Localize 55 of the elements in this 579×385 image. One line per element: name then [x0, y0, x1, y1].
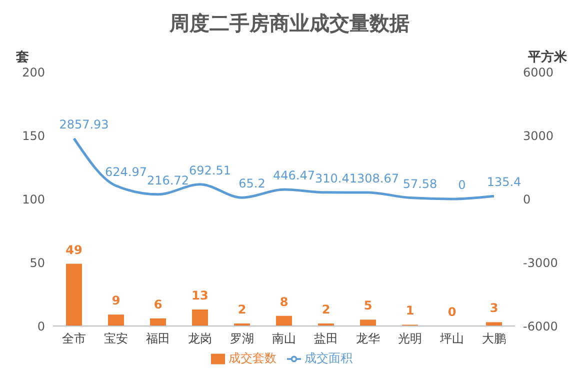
- data-label: 57.58: [402, 176, 438, 191]
- bar: [150, 318, 166, 326]
- x-tick-label: 南山: [272, 332, 296, 346]
- bar: [192, 309, 208, 326]
- data-label: 2: [322, 302, 330, 316]
- data-label: 692.51: [189, 163, 231, 178]
- x-tick-label: 龙岗: [188, 332, 212, 346]
- y-tick-label: 100: [22, 192, 45, 206]
- x-tick-label: 大鹏: [482, 332, 506, 346]
- data-label: 2857.93: [59, 118, 109, 132]
- y2-axis-title: 平方米: [528, 48, 567, 66]
- data-label: 2: [238, 302, 246, 316]
- y2-tick-label: -3000: [523, 256, 558, 270]
- bar: [276, 316, 292, 326]
- y-axis-title: 套: [16, 49, 29, 66]
- y2-tick-label: -6000: [523, 319, 558, 334]
- data-label: 0: [458, 178, 466, 192]
- data-label: 1: [406, 304, 414, 318]
- y-tick-label: 50: [30, 256, 45, 270]
- bar: [108, 314, 124, 326]
- data-label: 13: [192, 288, 208, 302]
- legend-label: 成交面积: [304, 351, 352, 365]
- data-label: 216.72: [147, 173, 189, 188]
- y2-tick-label: 3000: [523, 128, 554, 143]
- y2-tick-label: 6000: [523, 65, 554, 80]
- x-tick-label: 宝安: [104, 332, 128, 346]
- data-label: 6: [154, 297, 162, 312]
- bar: [360, 320, 376, 326]
- x-tick-label: 龙华: [356, 332, 380, 346]
- data-label: 8: [280, 294, 288, 309]
- y-tick-label: 200: [22, 65, 45, 80]
- chart-title: 周度二手房商业成交量数据: [168, 10, 410, 37]
- data-label: 5: [364, 298, 372, 313]
- x-tick-label: 盐田: [314, 332, 338, 346]
- y2-tick-label: 0: [523, 192, 531, 206]
- y-tick-label: 150: [22, 128, 45, 143]
- bar: [66, 264, 82, 326]
- y-tick-label: 0: [37, 319, 45, 334]
- x-tick-label: 罗湖: [230, 332, 254, 346]
- data-label: 9: [112, 294, 120, 308]
- data-label: 135.4: [486, 175, 522, 190]
- data-label: 3: [490, 301, 498, 316]
- data-label: 65.2: [238, 176, 266, 191]
- legend-label: 成交套数: [228, 351, 276, 365]
- x-tick-label: 光明: [398, 332, 422, 346]
- x-tick-label: 全市: [62, 332, 86, 346]
- data-label: 0: [448, 305, 456, 319]
- data-label: 446.47: [273, 168, 315, 183]
- data-label: 49: [66, 242, 82, 257]
- bar: [486, 322, 502, 326]
- data-label: 310.41: [315, 171, 357, 186]
- data-label: 624.97: [105, 164, 147, 179]
- x-tick-label: 福田: [146, 332, 170, 346]
- x-tick-label: 坪山: [439, 332, 464, 346]
- data-label: 308.67: [357, 171, 399, 186]
